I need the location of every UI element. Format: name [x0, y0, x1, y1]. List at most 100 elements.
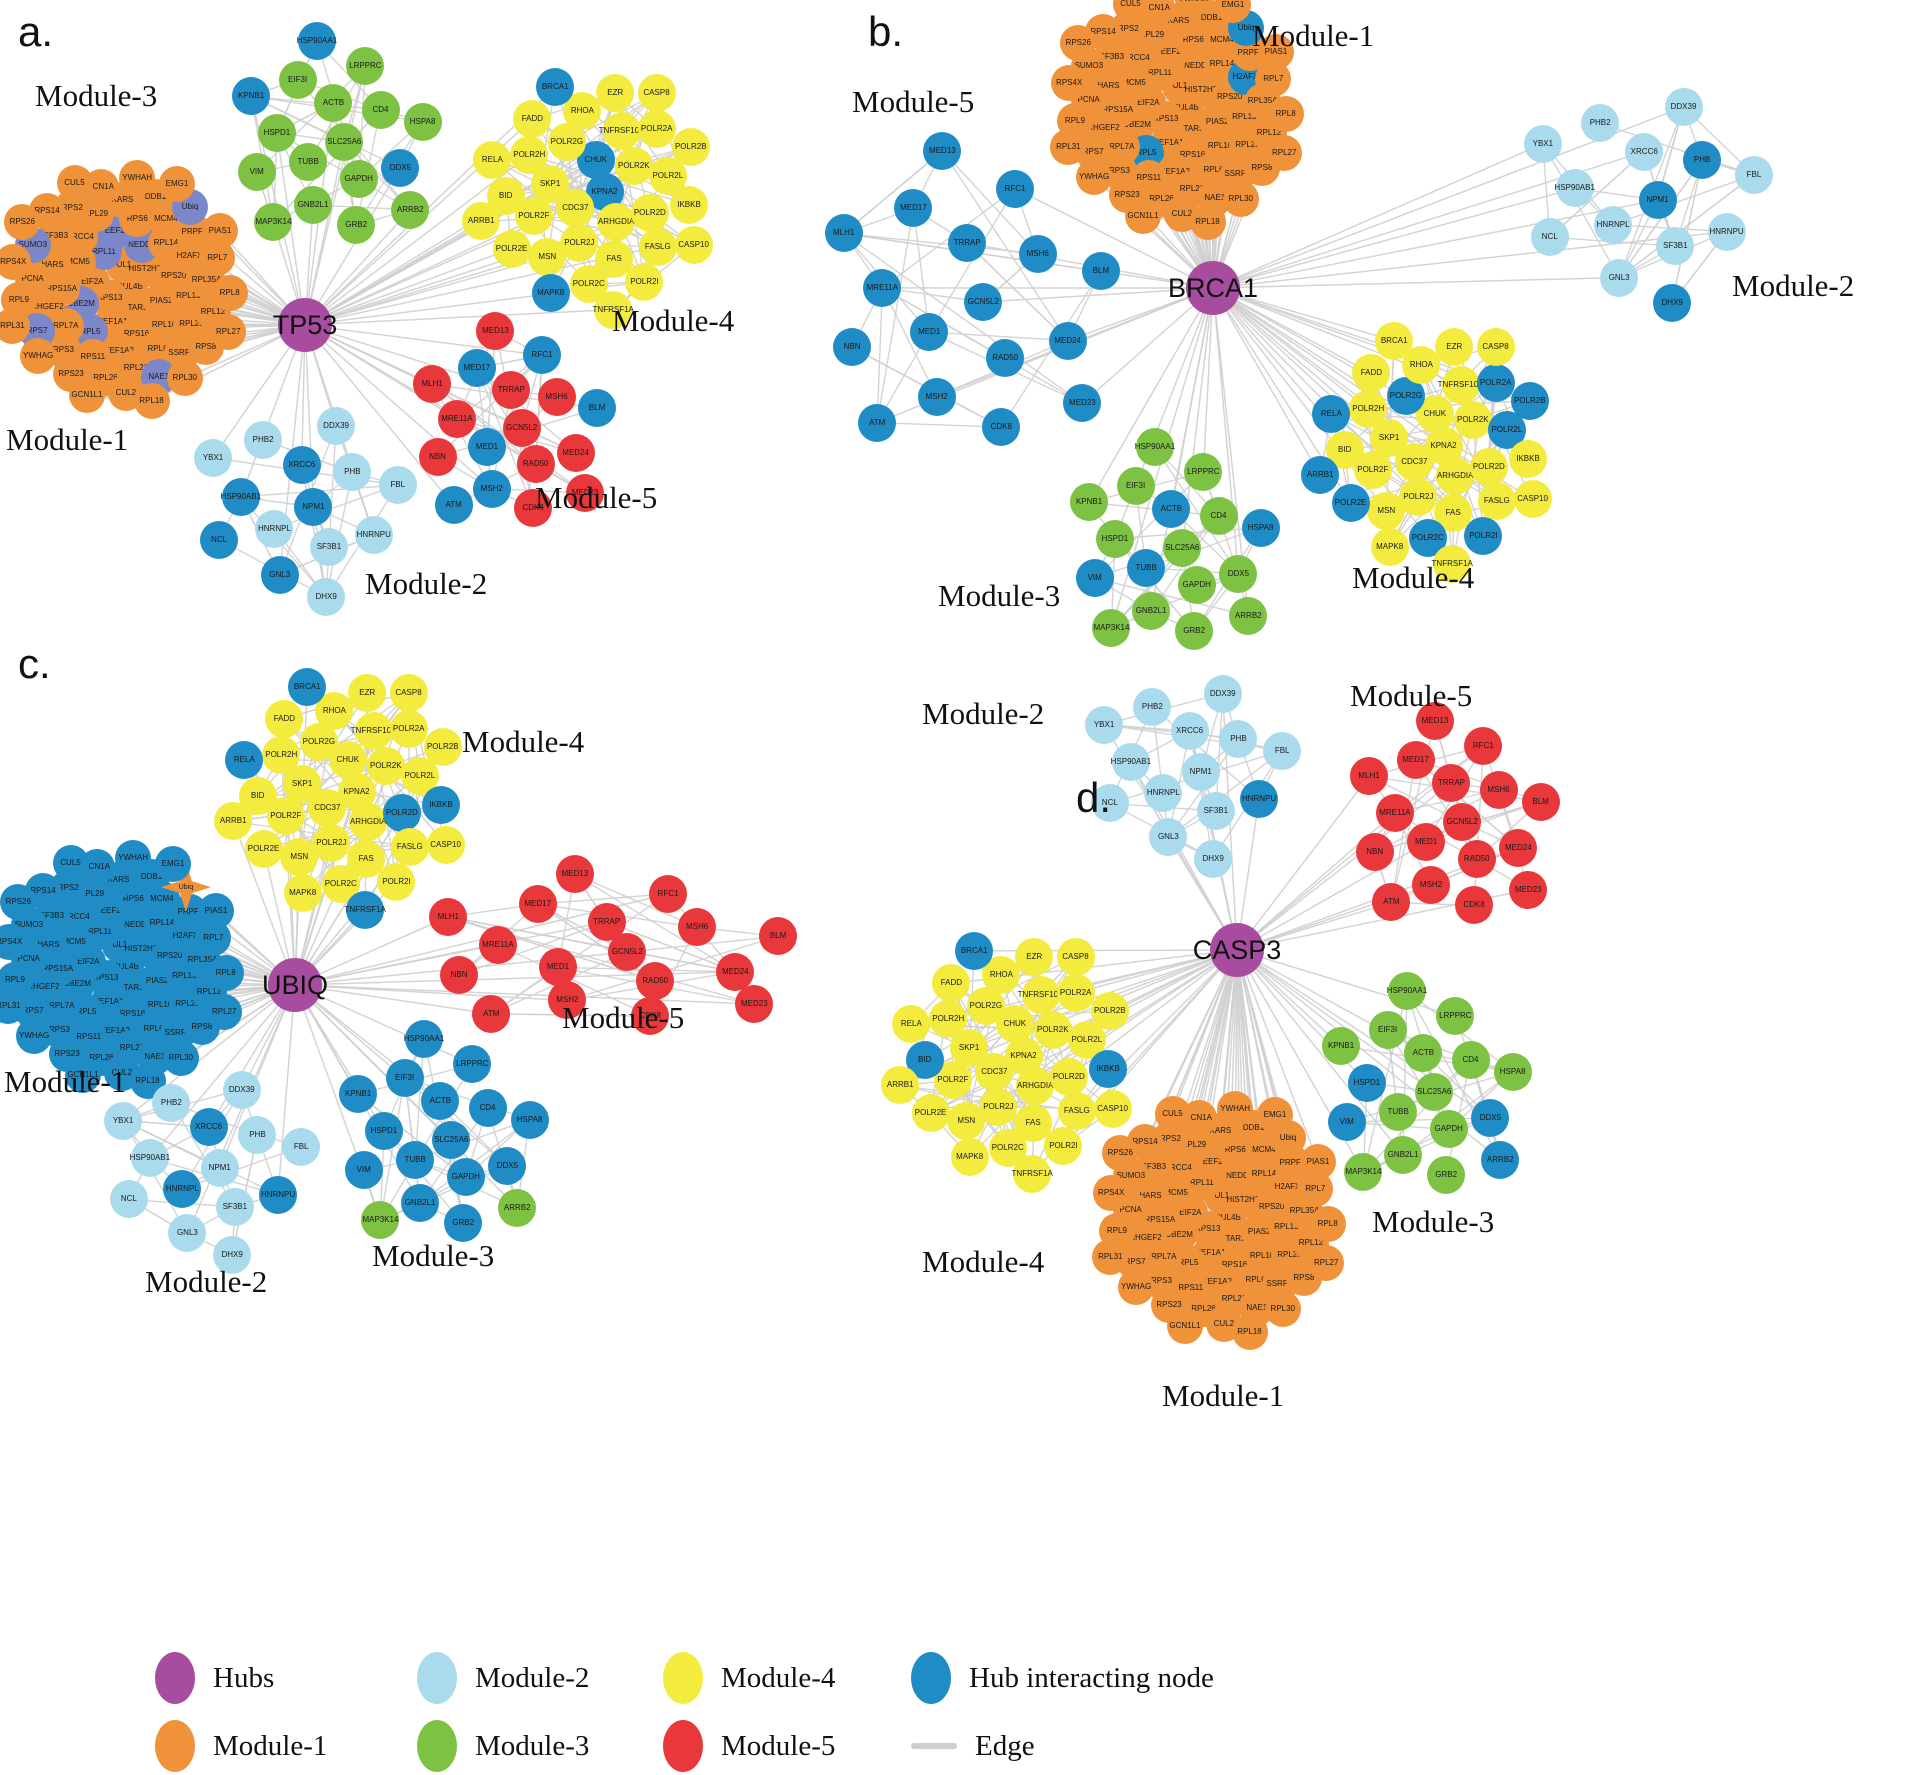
hub-label: UBIQ	[262, 969, 329, 1000]
network-node: TUBB	[396, 1141, 435, 1180]
network-node: YWHAG	[16, 1018, 53, 1055]
network-node: MRE11A	[1375, 793, 1414, 832]
network-node: MAP3K14	[361, 1201, 400, 1240]
module4-swatch-icon	[663, 1652, 703, 1704]
network-node: LRPPRC	[1184, 453, 1223, 492]
network-node: MSN	[528, 237, 567, 276]
module-label: Module-1	[1252, 18, 1375, 53]
network-node: CUL5	[56, 164, 93, 201]
network-node: RPL8	[1267, 95, 1304, 132]
module-label: Module-2	[1732, 268, 1855, 303]
network-node: RPL30	[1222, 181, 1259, 218]
network-node: MED24	[556, 433, 595, 472]
module-label: Module-1	[1162, 1378, 1285, 1413]
network-node: SLC25A6	[1415, 1073, 1454, 1111]
legend-item-module3: Module-3	[417, 1720, 663, 1772]
network-node: RFC1	[649, 874, 687, 913]
network-node: ARHGDIA	[1016, 1067, 1055, 1106]
network-node: HSP90AB1	[1111, 743, 1151, 782]
network-node: DHX9	[307, 577, 346, 616]
network-node: RPL30	[162, 1040, 199, 1077]
network-node: DDX39	[317, 406, 356, 445]
network-node: DDX39	[222, 1070, 261, 1109]
network-node: NBN	[833, 328, 872, 367]
network-node: RAD50	[1457, 840, 1496, 879]
legend-label: Module-2	[475, 1661, 590, 1694]
hub-label: TP53	[272, 309, 338, 340]
network-node: ARRB1	[881, 1066, 920, 1105]
network-node: CUL5	[1112, 0, 1149, 22]
network-node: GRB2	[1427, 1156, 1466, 1195]
network-node: YBX1	[1085, 705, 1124, 744]
network-node: RFC1	[1464, 727, 1503, 766]
network-node: BRCA1	[1375, 321, 1414, 360]
network-node: HSPA8	[403, 102, 442, 141]
network-node: NBN	[418, 438, 457, 477]
network-node: CASP10	[1513, 479, 1552, 518]
network-node: GAPDH	[339, 160, 378, 199]
network-node: GNB2L1	[1384, 1136, 1423, 1175]
network-node: RPL8	[211, 274, 248, 311]
network-node: POLR2K	[366, 747, 405, 786]
network-node: EIF3I	[385, 1058, 424, 1097]
network-node: GNL3	[260, 555, 299, 594]
network-node: HNRNPU	[259, 1175, 298, 1214]
network-node: FASLG	[638, 227, 677, 266]
network-node: CDK8	[982, 408, 1021, 447]
network-node: HSP90AA1	[404, 1020, 444, 1059]
network-node: POLR2K	[1033, 1011, 1072, 1050]
network-node: YWHAH	[119, 160, 156, 197]
legend-label: Edge	[975, 1729, 1035, 1762]
network-node: POLR2B	[1090, 991, 1129, 1030]
network-node: TRRAP	[587, 902, 626, 941]
network-node: DDX5	[488, 1146, 527, 1185]
network-node: YWHAH	[115, 840, 152, 877]
network-node: BRCA1	[955, 931, 994, 970]
hub-label: BRCA1	[1167, 272, 1259, 303]
network-node: POLR2A	[637, 109, 676, 148]
network-node: PHB2	[1133, 688, 1172, 727]
network-node: GAPDH	[446, 1158, 485, 1197]
network-node: POLR2I	[1044, 1126, 1083, 1165]
network-node: MED24	[716, 952, 755, 991]
network-node: GCN1L1	[68, 376, 105, 413]
network-node: POLR2E	[244, 829, 283, 868]
network-node: MED23	[566, 474, 605, 513]
network-node: GRB2	[337, 206, 376, 245]
network-node: EZR	[348, 674, 387, 713]
network-node: BLM	[1521, 782, 1560, 821]
network-node: DDX5	[381, 148, 420, 187]
network-node: MAPK8	[531, 274, 570, 313]
network-node: RPS26	[1102, 1135, 1139, 1172]
network-node: MLH1	[1350, 757, 1389, 796]
network-node: PIAS1	[201, 213, 238, 250]
network-node: MED13	[555, 855, 594, 894]
network-node: KPNB1	[339, 1075, 378, 1114]
network-node: YBX1	[194, 438, 233, 477]
network-node: RPL8	[207, 954, 244, 991]
network-node: SF3B1	[309, 528, 348, 567]
network-node: CUL5	[1154, 1095, 1191, 1132]
network-node: MRE11A	[478, 925, 517, 964]
network-node: GNL3	[168, 1214, 207, 1253]
network-node: HNRNPL	[1594, 205, 1633, 244]
network-node: POLR2D	[382, 793, 421, 832]
network-node: NCL	[1090, 784, 1129, 823]
network-node: SF3B1	[1656, 227, 1695, 266]
network-node: SF3B1	[1196, 791, 1235, 830]
network-node: CASP8	[1056, 938, 1095, 977]
network-node: HNRNPL	[1144, 773, 1183, 812]
network-node: YWHAG	[1118, 1269, 1155, 1306]
network-node: FASLG	[1057, 1091, 1096, 1130]
network-node: RPL31	[0, 307, 31, 344]
network-node: SLC25A6	[432, 1121, 471, 1159]
panel-letter: a.	[18, 8, 54, 55]
network-node: BID	[486, 176, 525, 215]
network-node: KPNB1	[1322, 1027, 1361, 1066]
module-label: Module-5	[535, 480, 658, 515]
network-node: DDX5	[1471, 1098, 1510, 1137]
network-node: GRB2	[1175, 612, 1214, 651]
network-node: MED13	[923, 131, 962, 170]
network-node: HSPD1	[257, 113, 296, 152]
network-node: RPL31	[1050, 128, 1087, 165]
